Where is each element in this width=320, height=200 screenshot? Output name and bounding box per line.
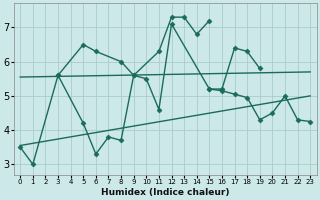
X-axis label: Humidex (Indice chaleur): Humidex (Indice chaleur) [101, 188, 229, 197]
